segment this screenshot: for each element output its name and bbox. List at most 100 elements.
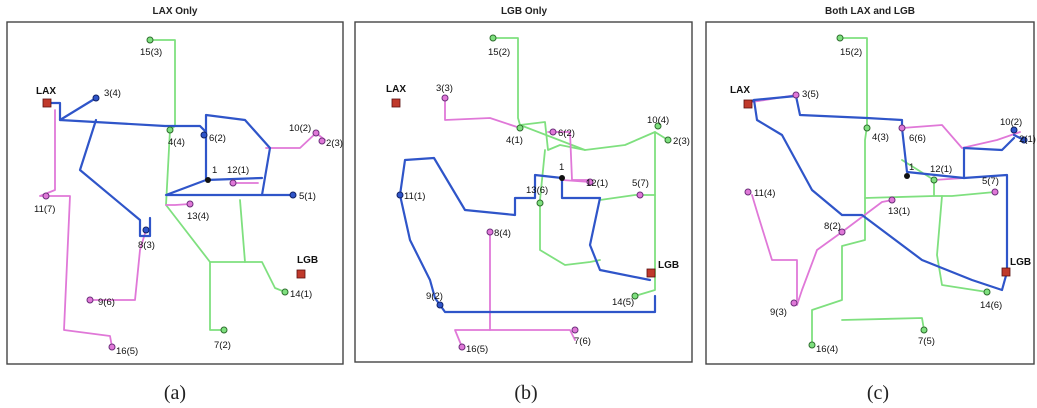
panel-c: Both LAX and LGB LAX LGB 15(2) 3(5) 4(3) [702,0,1037,408]
node-11 [744,188,752,196]
node-7 [571,326,579,334]
port-lgb-label: LGB [297,255,318,266]
route-blue [78,118,152,238]
panel-c-diagram: Both LAX and LGB LAX LGB 15(2) 3(5) 4(3) [705,6,1036,365]
node-15-label: 15(2) [840,47,862,58]
node-16-label: 16(5) [116,346,138,357]
node-2 [664,136,672,144]
node-9 [86,296,94,304]
node-7-label: 7(2) [214,340,231,351]
node-12-label: 12(1) [586,178,608,189]
node-8-label: 8(2) [824,221,841,232]
node-2-label: 2(3) [326,138,343,149]
port-lax-label: LAX [36,86,56,97]
route-green [841,317,925,331]
node-5 [636,191,644,199]
node-1-label: 1 [909,162,914,173]
node-5-label: 5(7) [982,176,999,187]
node-7 [920,326,928,334]
node-1 [559,175,565,181]
route-blue [204,113,295,197]
route-green [519,124,669,151]
node-14 [983,288,991,296]
node-4 [516,124,524,132]
node-1 [205,177,211,183]
panel-a-title: LAX Only [152,6,197,17]
node-5-label: 5(7) [632,178,649,189]
route-blue [204,176,264,182]
node-9 [436,301,444,309]
route-pink [89,229,147,301]
node-6 [200,131,208,139]
node-3-label: 3(5) [802,89,819,100]
node-13-label: 13(4) [187,211,209,222]
node-6-label: 6(2) [558,128,575,139]
node-13-label: 13(6) [526,185,548,196]
panel-b-diagram: LGB Only LAX LGB 15(2) 3(3) 4(1) 6(2) [354,6,693,363]
node-8 [486,228,494,236]
panel-a-caption: (a) [163,382,187,404]
node-12-label: 12(1) [227,165,249,176]
node-15 [489,34,497,42]
node-9-label: 9(6) [98,297,115,308]
node-3-label: 3(3) [436,83,453,94]
route-green [539,149,601,266]
node-8-label: 8(3) [138,240,155,251]
node-3 [92,94,100,102]
node-16 [108,343,116,351]
node-13-label: 13(1) [888,206,910,217]
node-5-label: 5(1) [299,191,316,202]
node-6-label: 6(6) [909,133,926,144]
route-pink [547,131,593,181]
node-5 [289,191,297,199]
node-14 [281,288,289,296]
node-4 [863,124,871,132]
node-15-label: 15(2) [488,47,510,58]
port-lax-marker [391,98,401,108]
route-green [599,194,656,201]
node-12 [229,179,237,187]
port-lax-label: LAX [386,84,406,95]
node-5 [991,188,999,196]
node-10 [654,122,662,130]
panel-a: LAX Only LAX LGB 15(3) 3(4) 4(4) 6(2) [0,0,345,408]
panel-a-diagram: LAX Only LAX LGB 15(3) 3(4) 4(4) 6(2) [6,6,344,365]
node-2-label: 2(1) [1019,134,1036,145]
route-pink [454,231,491,348]
node-6 [549,128,557,136]
node-9-label: 9(2) [426,291,443,302]
node-9 [790,299,798,307]
node-11-label: 11(1) [404,191,425,202]
route-pink [39,109,113,348]
node-11 [396,191,404,199]
node-8-label: 8(4) [494,228,511,239]
node-10-label: 10(2) [1000,117,1022,128]
route-blue [752,98,1009,292]
route-green [209,261,286,293]
node-11-label: 11(4) [754,188,775,199]
route-green [936,195,988,293]
route-green [239,199,246,263]
panel-b-caption: (b) [514,382,538,404]
panel-b-frame [354,21,693,363]
port-lax-marker [42,98,52,108]
port-lgb-marker [646,268,656,278]
node-8 [838,228,846,236]
node-2 [318,137,326,145]
node-12 [586,178,594,186]
route-blue [962,173,1009,277]
route-pink [265,132,326,149]
port-lax-label: LAX [730,85,750,96]
node-16 [458,343,466,351]
node-15 [146,36,154,44]
node-2-label: 2(3) [673,136,690,147]
node-3 [441,94,449,102]
route-green [492,37,586,151]
node-11 [42,192,50,200]
port-lgb-marker [1001,267,1011,277]
node-4-label: 4(1) [506,135,523,146]
node-16 [808,341,816,349]
panel-c-title: Both LAX and LGB [825,6,915,17]
route-blue [398,156,564,217]
route-blue [164,130,264,197]
